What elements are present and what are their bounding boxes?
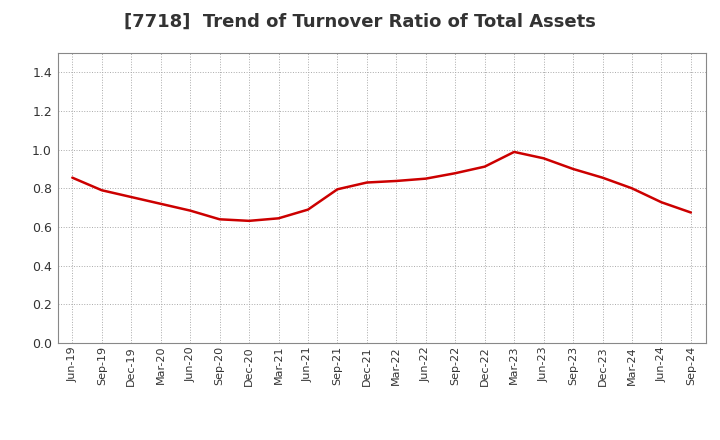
Text: [7718]  Trend of Turnover Ratio of Total Assets: [7718] Trend of Turnover Ratio of Total …: [124, 13, 596, 31]
